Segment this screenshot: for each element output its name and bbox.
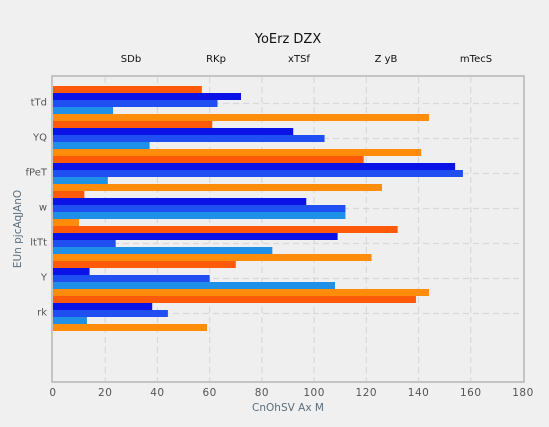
bar	[53, 93, 241, 100]
bar	[53, 317, 87, 324]
y-tick-label: fPeT	[26, 168, 48, 179]
bar	[53, 107, 114, 114]
chart-title: YoErz DZX	[254, 32, 322, 47]
bar	[53, 170, 463, 177]
x-tick-label: 100	[303, 387, 325, 399]
bar	[53, 86, 202, 93]
bar	[53, 149, 422, 156]
x-tick-label: 140	[408, 387, 430, 399]
bar	[53, 226, 398, 233]
bar	[53, 219, 80, 226]
legend-item-label: RKp	[206, 54, 226, 65]
bar	[53, 247, 273, 254]
y-tick-label: w	[39, 203, 47, 214]
y-tick-label: rk	[37, 308, 47, 319]
bar	[53, 324, 208, 331]
bar	[53, 233, 338, 240]
x-tick-label: 0	[49, 387, 56, 399]
bar	[53, 261, 236, 268]
bar	[53, 128, 294, 135]
bar	[53, 254, 372, 261]
bar	[53, 205, 346, 212]
bar	[53, 177, 108, 184]
bars	[53, 86, 463, 331]
legend-item-label: Z yB	[375, 54, 398, 65]
bar	[53, 156, 364, 163]
y-tick-label: Y	[40, 273, 48, 284]
bar	[53, 282, 335, 289]
tick-labels: 0 20 40 60 80 100 120 140 160 180 tTd YQ fPeT w ltTt Yr…	[26, 98, 534, 400]
bar	[53, 191, 85, 198]
bar	[53, 142, 150, 149]
y-tick-label: ltTt	[30, 238, 47, 249]
bar	[53, 275, 210, 282]
y-axis-label: EUn pjcAqJAnO	[12, 190, 24, 268]
legend-item-label: SDb	[121, 54, 141, 65]
bar	[53, 100, 218, 107]
bar	[53, 268, 90, 275]
bar	[53, 212, 346, 219]
x-tick-label: 160	[460, 387, 482, 399]
y-tick-label: tTd	[31, 98, 47, 109]
x-axis-label: CnOhSV Ax M	[252, 402, 324, 414]
bar	[53, 289, 429, 296]
y-tick-label: YQ	[32, 133, 47, 144]
legend: SDb RKp xTSf Z yB mTecS	[121, 54, 492, 65]
legend-item-label: mTecS	[460, 54, 492, 65]
bar	[53, 296, 416, 303]
x-tick-label: 80	[255, 387, 269, 399]
bar	[53, 163, 456, 170]
x-tick-label: 20	[98, 387, 112, 399]
bar	[53, 303, 153, 310]
bar	[53, 198, 307, 205]
x-tick-label: 40	[150, 387, 164, 399]
bar	[53, 310, 168, 317]
x-tick-label: 180	[512, 387, 534, 399]
bar	[53, 135, 325, 142]
x-tick-label: 60	[202, 387, 216, 399]
bar	[53, 184, 382, 191]
legend-item-label: xTSf	[288, 54, 310, 65]
bar	[53, 240, 116, 247]
bar	[53, 114, 429, 121]
x-tick-label: 120	[356, 387, 378, 399]
bar	[53, 121, 213, 128]
